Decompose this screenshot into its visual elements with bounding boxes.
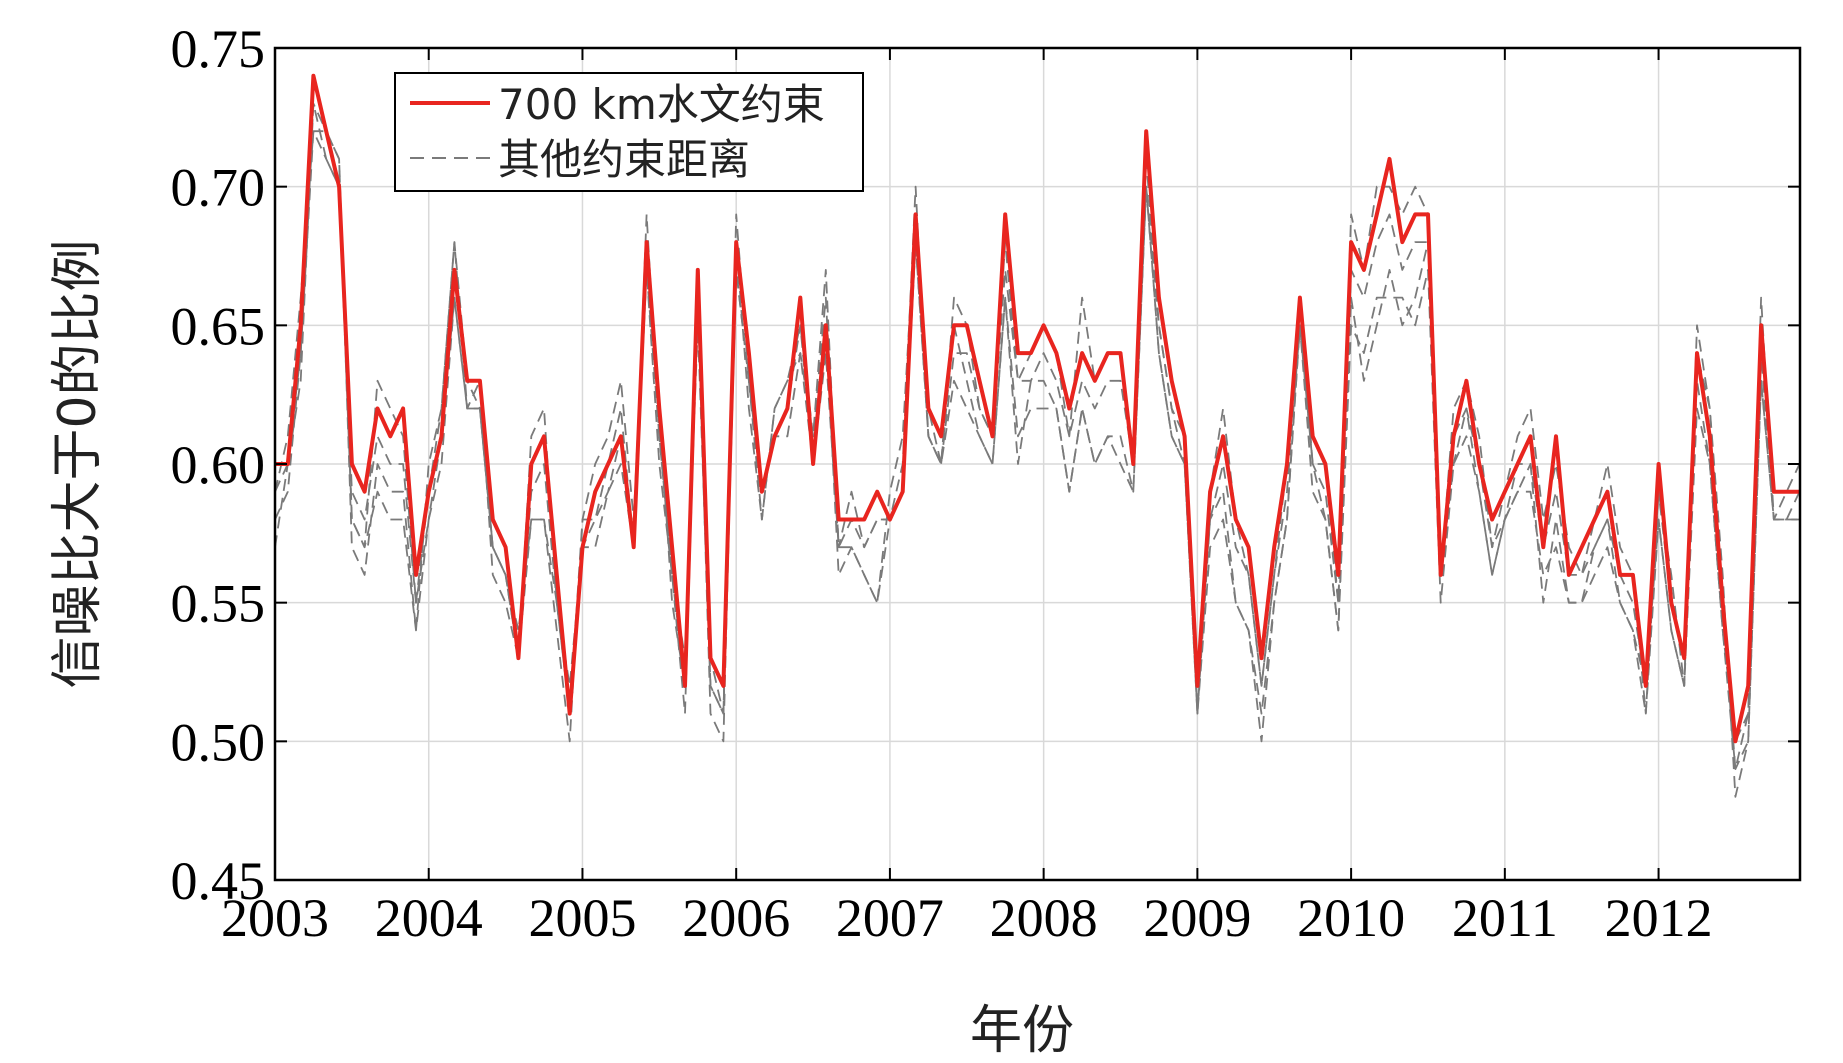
x-axis-label: 年份 xyxy=(970,1001,1074,1061)
x-tick-label: 2006 xyxy=(682,888,790,948)
series-line-other-4 xyxy=(274,102,1800,770)
y-axis-label: 信噪比大于0的比例 xyxy=(48,239,108,688)
x-tick-label: 2004 xyxy=(375,888,483,948)
series-line-other-3 xyxy=(274,130,1800,798)
y-tick-label: 0.45 xyxy=(171,851,266,911)
legend-label-main: 700 km水文约束 xyxy=(498,80,825,129)
y-tick-label: 0.50 xyxy=(171,712,266,772)
legend-box xyxy=(394,72,864,192)
y-tick-label: 0.55 xyxy=(171,574,266,634)
legend-label-other: 其他约束距离 xyxy=(498,135,750,184)
x-tick-label: 2005 xyxy=(528,888,636,948)
x-tick-label: 2007 xyxy=(836,888,944,948)
y-tick-label: 0.70 xyxy=(171,158,266,218)
y-tick-label: 0.75 xyxy=(171,19,266,79)
x-tick-label: 2003 xyxy=(221,888,329,948)
x-axis-ticks: 2003 2004 2005 2006 2007 2008 2009 2010 2011 2012 xyxy=(221,48,1713,948)
x-tick-label: 2009 xyxy=(1143,888,1251,948)
x-tick-label: 2011 xyxy=(1452,888,1558,948)
y-axis-ticks: 0.45 0.50 0.55 0.60 0.65 0.70 0.75 xyxy=(171,19,1800,911)
y-tick-label: 0.65 xyxy=(171,296,266,356)
series-layer xyxy=(274,73,1801,798)
x-tick-label: 2008 xyxy=(990,888,1098,948)
y-tick-label: 0.60 xyxy=(171,435,266,495)
x-tick-label: 2012 xyxy=(1605,888,1713,948)
legend: 700 km水文约束 其他约束距离 xyxy=(394,72,864,192)
x-tick-label: 2010 xyxy=(1297,888,1405,948)
series-line-700km xyxy=(275,73,1800,744)
